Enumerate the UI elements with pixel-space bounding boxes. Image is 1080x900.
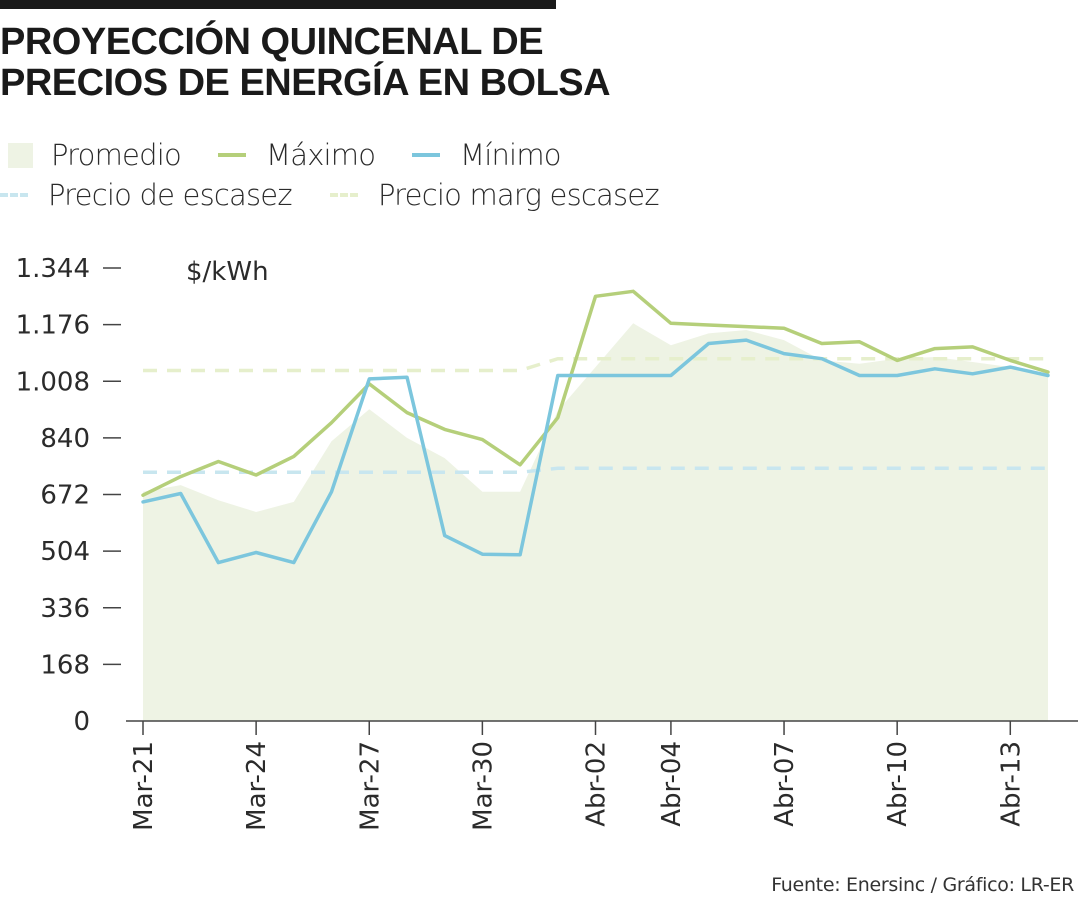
legend-swatch-maximo — [218, 153, 246, 157]
x-tick-label: Abr-02 — [582, 741, 612, 827]
y-tick-label: 1.008 — [16, 367, 90, 397]
series-area-promedio — [143, 323, 1048, 721]
legend-item-precio-escasez: Precio de escasez — [0, 175, 293, 215]
series-line-maximo — [141, 289, 1050, 497]
legend-swatch-precio-escasez — [0, 193, 28, 197]
legend-label-promedio: Promedio — [51, 138, 182, 172]
y-tick-label: 336 — [40, 594, 90, 624]
y-tick-label: 840 — [40, 424, 90, 454]
y-axis-unit-label: $/kWh — [186, 257, 269, 287]
x-tick-label: Abr-07 — [770, 741, 800, 827]
x-tick-label: Mar-24 — [242, 741, 272, 831]
legend-label-minimo: Mínimo — [460, 138, 562, 172]
y-tick-label: 672 — [40, 481, 90, 511]
legend-label-maximo: Máximo — [266, 138, 376, 172]
legend-swatch-promedio — [8, 142, 33, 168]
y-tick-label: 0 — [73, 707, 90, 737]
x-tick-label: Mar-30 — [468, 741, 498, 831]
chart-title-line-1: PROYECCIÓN QUINCENAL DE — [0, 21, 544, 63]
y-tick-label: 1.344 — [16, 254, 90, 284]
chart-title-line-2: PRECIOS DE ENERGÍA EN BOLSA — [0, 62, 611, 104]
x-tick-label: Abr-04 — [657, 741, 687, 827]
source-note: Fuente: Enersinc / Gráfico: LR-ER — [771, 874, 1074, 896]
legend-item-promedio: Promedio — [8, 135, 182, 175]
x-tick-label: Mar-27 — [355, 741, 385, 831]
y-tick-label: 504 — [40, 537, 90, 567]
legend-label-precio-marg-escasez: Precio marg escasez — [378, 178, 660, 212]
chart-title: PROYECCIÓN QUINCENAL DE PRECIOS DE ENERG… — [0, 22, 640, 104]
top-rule — [0, 0, 556, 9]
x-tick-label: Abr-13 — [996, 741, 1026, 827]
legend-item-minimo: Mínimo — [412, 135, 562, 175]
series-line-precio-de-escasez — [143, 466, 1048, 475]
y-tick-label: 168 — [40, 650, 90, 680]
x-tick-label: Abr-10 — [883, 741, 913, 827]
legend-item-precio-marg-escasez: Precio marg escasez — [330, 175, 660, 215]
series-line-minimo — [141, 338, 1050, 565]
legend-swatch-precio-marg-escasez — [330, 193, 358, 197]
x-tick-label: Mar-21 — [129, 741, 159, 831]
legend-label-precio-escasez: Precio de escasez — [48, 178, 293, 212]
y-tick-label: 1.176 — [16, 311, 90, 341]
legend-swatch-minimo — [412, 153, 440, 157]
legend-item-maximo: Máximo — [218, 135, 376, 175]
